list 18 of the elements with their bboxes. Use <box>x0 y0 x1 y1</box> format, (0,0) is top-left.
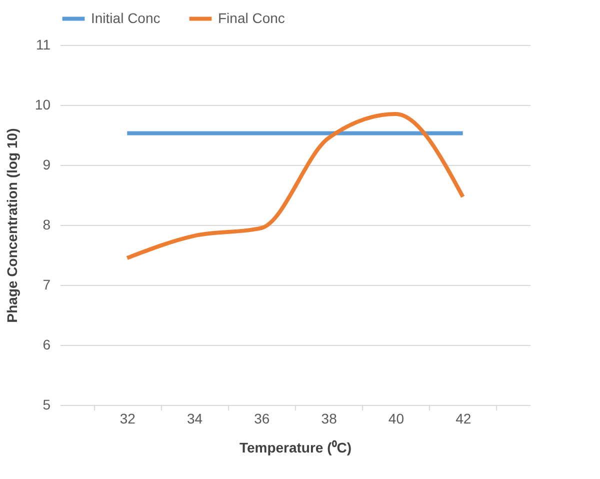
x-axis-title: Temperature (⁰C) <box>239 440 352 456</box>
x-tick-label: 34 <box>186 410 203 426</box>
y-tick-label: 7 <box>42 276 51 292</box>
y-tick-label: 8 <box>42 216 51 232</box>
y-axis-title: Phage Concentration (log 10) <box>4 128 20 323</box>
y-tick-label: 5 <box>42 396 51 412</box>
x-tick-label: 40 <box>388 410 404 426</box>
legend-label: Final Conc <box>218 10 285 26</box>
x-tick-label: 32 <box>120 410 136 426</box>
x-tick-label: 36 <box>254 410 270 426</box>
y-tick-label: 6 <box>42 336 51 352</box>
y-tick-label: 11 <box>36 36 51 52</box>
legend-label: Initial Conc <box>91 10 160 26</box>
line-series <box>125 112 465 260</box>
y-tick-label: 9 <box>42 156 51 172</box>
x-tick-label: 38 <box>321 410 338 426</box>
x-tick-label: 42 <box>456 410 472 426</box>
y-tick-label: 10 <box>34 96 51 112</box>
